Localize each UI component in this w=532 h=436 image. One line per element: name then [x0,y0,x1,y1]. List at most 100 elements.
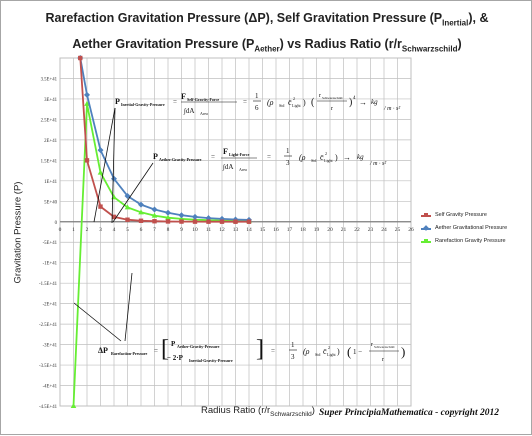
x-tick-label: 5 [126,227,129,233]
y-tick-label: -2.5E+41 [39,323,58,328]
data-point [192,219,198,224]
data-point [78,55,83,61]
y-tick-label: -3E+41 [43,344,58,349]
y-tick-label: -4.5E+41 [39,405,58,410]
data-point [138,218,144,223]
x-tick-label: 17 [287,227,293,233]
x-tick-label: 22 [354,227,360,233]
data-point [179,219,184,224]
y-tick-label: -5E+41 [43,241,58,246]
formula-rare-bracket-l: [ [161,336,169,362]
data-point [192,213,198,220]
leader-line [93,107,116,223]
y-tick-label: -1.5E+41 [39,282,58,287]
data-point [138,209,144,215]
formula-rare-num: 1 [291,341,295,349]
formula-rare-p2: − 2·P [167,354,184,362]
formula-aether-light: Light [324,158,334,163]
formula-inertial-eq: = [173,98,177,106]
formula-aether-unit: / m · s² [369,161,386,167]
formula-aether-kg: kg [357,153,364,161]
x-axis-label: Radius Ratio (r/rSchwarzschild) [201,405,315,418]
data-point [97,147,104,154]
x-tick-label: 0 [59,227,62,233]
formula-aether-f: F [223,147,228,156]
data-point [246,219,252,224]
x-tick-label: 9 [180,227,183,233]
leader-line [112,162,154,223]
formula-aether-std: Std [311,158,316,163]
formula-inertial-c: c̄ [288,98,292,107]
x-tick-label: 26 [408,227,414,233]
formula-inertial-int: ∫dA [183,107,194,115]
data-point [124,192,131,199]
y-tick-label: -3.5E+41 [39,364,58,369]
data-point [165,214,171,220]
formula-aether-arrow: → [343,153,351,162]
data-point [125,217,130,222]
formula-inertial-kg: kg [371,98,378,106]
formula-rare-rho: (ρ [303,347,310,356]
formula-inertial-f: F [181,92,186,101]
legend: Self Gravity Pressure Aether Gravitationa… [421,211,507,250]
formula-inertial-r2: r [331,106,333,112]
formula-inertial-pow: 4 [353,96,356,101]
x-tick-label: 4 [113,227,116,233]
formula-annotations: P Inertial-Gravity-Pressure =F Self-Gravity… [73,92,405,363]
formula-rare-r1: r [371,342,373,348]
data-point [138,201,144,208]
legend-swatch-marker [424,239,428,243]
formula-aether-c: c̄ [320,153,324,162]
y-tick-label: 5E+40 [44,200,57,205]
formula-rare-light: Light [327,352,337,357]
formula-aether-rho: (ρ [299,153,306,162]
data-point [98,204,103,209]
formula-inertial-num: 1 [255,92,259,100]
formula-inertial-rs: Schwarzschild [322,96,343,100]
series-line-1 [79,57,250,221]
formula-aether-sq: 2 [325,151,327,156]
formula-rare-close: ) [337,347,340,356]
formula-aether-fsub: Light-Force [229,152,250,157]
formula-rare-c: c̄ [323,347,327,356]
formula-inertial-p: P [115,97,120,106]
formula-rare-r2: r [382,357,384,363]
x-tick-label: 12 [219,227,225,233]
x-tick-label: 15 [260,227,266,233]
x-tick-label: 25 [395,227,401,233]
formula-rare-rs: Schwarzschild [374,345,395,349]
formula-rare-close2: ) [401,344,405,359]
data-point [219,219,225,224]
formula-inertial-area: Area [200,111,208,116]
data-point [84,91,90,98]
formula-inertial-std: Std [279,103,284,108]
formula-inertial-close2: ) [349,97,352,108]
data-point [151,206,158,213]
data-point [165,209,171,216]
data-point [70,403,77,408]
leader-line [73,302,122,342]
y-tick-label: 2.5E+41 [41,118,58,123]
x-tick-label: 24 [381,227,387,233]
x-tick-label: 10 [192,227,198,233]
legend-item: Self Gravity Pressure [421,211,507,224]
formula-inertial-sq: 2 [293,96,295,101]
x-tick-label: 2 [86,227,89,233]
formula-inertial-den: 6 [255,104,259,112]
formula-aether-den: 3 [286,159,290,167]
formula-aether-eq2: = [267,153,271,161]
x-tick-label: 21 [341,227,347,233]
legend-label: Self Gravity Pressure [435,212,487,218]
formula-rare-p1: P [171,340,176,348]
legend-item: Aether Gravitational Pressure [421,224,507,237]
data-point [233,219,238,224]
y-tick-label: 0 [55,221,58,226]
leader-line [124,272,133,342]
formula-rare-sq: 2 [328,345,330,350]
data-point [165,219,171,224]
formula-aether-eq: = [211,153,215,161]
y-tick-label: 2E+41 [44,139,57,144]
formula-rare-dp: ΔP [98,346,108,355]
legend-label: Aether Gravitational Pressure [435,225,508,231]
